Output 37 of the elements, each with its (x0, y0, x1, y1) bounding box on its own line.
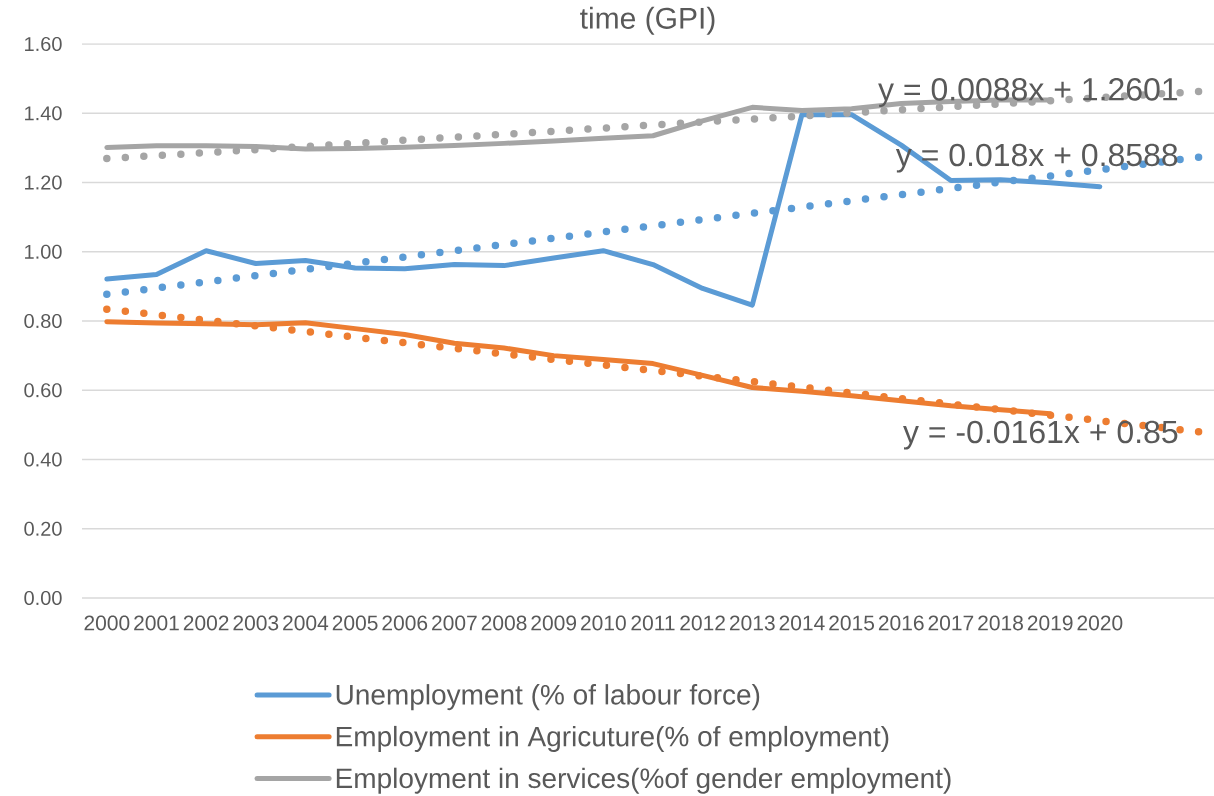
x-tick-label: 2009 (531, 615, 577, 631)
annotation: y = -0.0161x + 0.85 (903, 420, 1178, 450)
y-tick-label: 1.40 (25, 106, 62, 121)
x-tick-label: 2014 (779, 615, 825, 631)
y-tick-label: 0.40 (24, 452, 62, 467)
x-tick-label: 2012 (680, 615, 725, 631)
y-tick-label: 0.60 (24, 383, 62, 398)
x-tick-label: 2008 (481, 615, 527, 631)
x-tick-label: 2020 (1077, 615, 1123, 631)
y-tick-label: 1.00 (25, 244, 62, 259)
y-tick-label: 1.60 (25, 36, 62, 52)
x-tick-label: 2002 (183, 615, 229, 631)
annotation: y = 0.018x + 0.8588 (895, 143, 1178, 173)
x-tick-label: 2005 (332, 615, 378, 631)
chart-title: time (GPI) (580, 6, 715, 35)
y-tick-label: 0.80 (24, 313, 62, 329)
y-tick-label: 0.20 (24, 521, 62, 536)
y-tick-label: 1.20 (25, 175, 62, 190)
x-tick-label: 2018 (978, 615, 1023, 631)
x-tick-label: 2007 (432, 615, 477, 631)
y-tick-label: 0.00 (24, 590, 62, 606)
legend-label: Employment in services(%of gender employment) (336, 767, 951, 794)
x-tick-label: 2010 (581, 615, 626, 631)
x-tick-label: 2017 (928, 615, 974, 631)
x-tick-label: 2003 (233, 615, 279, 631)
x-tick-label: 2006 (382, 615, 428, 631)
x-tick-label: 2016 (878, 615, 924, 631)
x-tick-label: 2013 (729, 615, 775, 631)
x-tick-label: 2004 (283, 615, 329, 631)
x-tick-label: 2000 (84, 615, 130, 631)
annotation: y = 0.0088x + 1.2601 (878, 77, 1178, 107)
x-tick-label: 2015 (829, 615, 875, 631)
x-tick-label: 2011 (631, 615, 675, 631)
x-tick-label: 2019 (1027, 615, 1073, 631)
legend-label: Unemployment (% of labour force) (336, 684, 760, 711)
legend-label: Employment in Agricuture(% of employment) (336, 725, 889, 752)
x-tick-label: 2001 (134, 615, 179, 631)
